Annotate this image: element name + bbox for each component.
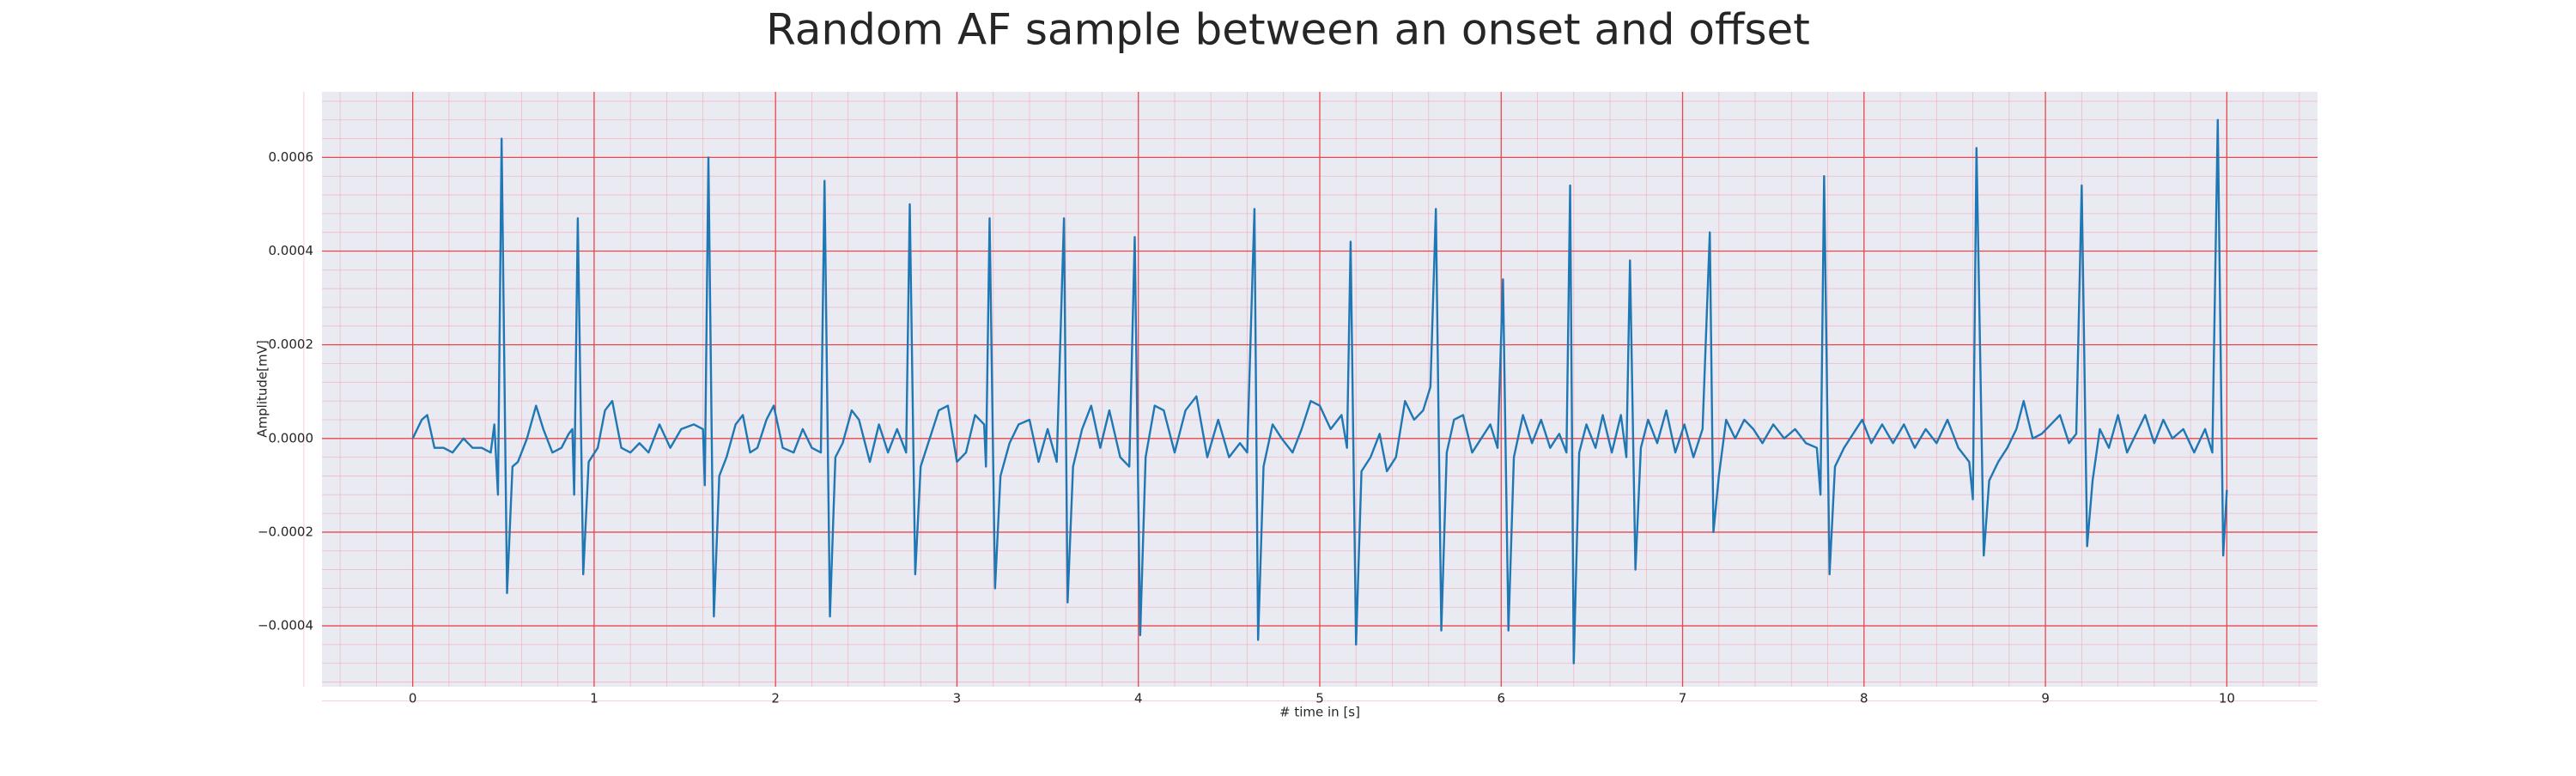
x-tick-label: 9 (2041, 691, 2050, 706)
x-tick-label: 7 (1679, 691, 1687, 706)
chart-title: Random AF sample between an onset and of… (766, 5, 1810, 55)
x-tick-label: 2 (771, 691, 780, 706)
y-axis-label: Amplitude[mV] (255, 340, 270, 437)
y-tick-label: −0.0002 (258, 524, 313, 539)
x-axis-label: # time in [s] (1279, 705, 1360, 720)
x-tick-label: 5 (1315, 691, 1324, 706)
y-tick-label: 0.0006 (269, 149, 314, 165)
x-tick-label: 3 (953, 691, 962, 706)
signal-line (411, 118, 2228, 664)
y-tick-label: 0.0002 (269, 336, 314, 352)
y-tick-label: −0.0004 (258, 618, 313, 634)
x-tick-label: 10 (2219, 691, 2235, 706)
y-tick-label: 0.0000 (269, 430, 314, 446)
x-tick-label: 4 (1134, 691, 1143, 706)
x-tick-label: 0 (409, 691, 417, 706)
y-tick-label: 0.0004 (269, 243, 314, 258)
x-tick-label: 1 (590, 691, 598, 706)
x-tick-label: 8 (1860, 691, 1868, 706)
x-tick-label: 6 (1497, 691, 1505, 706)
